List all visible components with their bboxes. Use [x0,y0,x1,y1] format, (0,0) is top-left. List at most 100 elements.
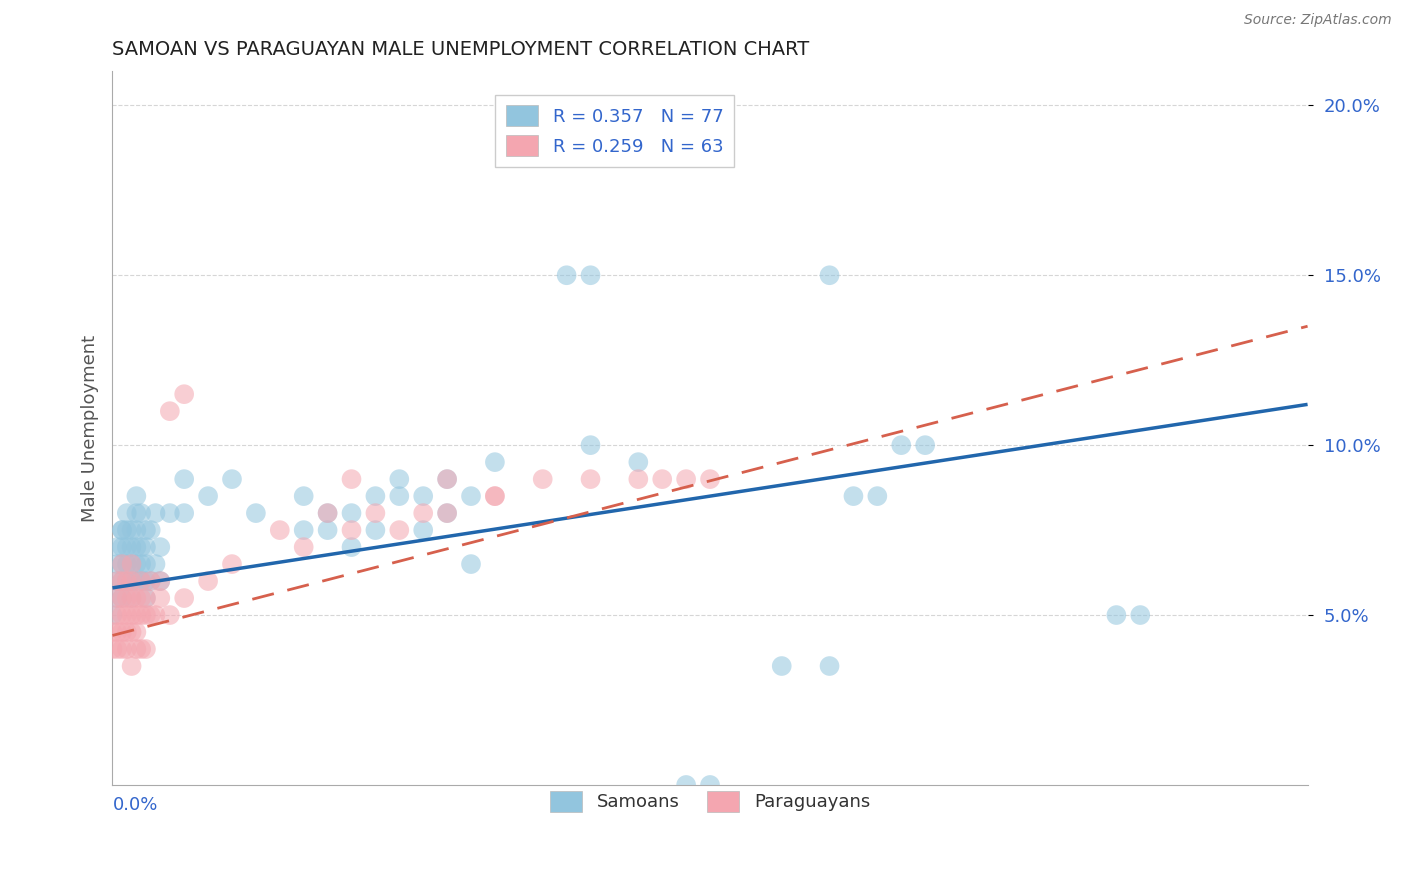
Point [139,574,162,588]
Point [125,540,148,554]
Point [149,591,172,605]
Point [125,489,148,503]
Point [115,574,138,588]
Point [115,574,138,588]
Point [129,608,152,623]
Point [135,523,157,537]
Point [1105,608,1128,623]
Point [579,472,602,486]
Point [159,506,181,520]
Point [221,557,243,571]
Point [173,591,195,605]
Point [770,659,793,673]
Point [145,608,167,623]
Point [316,523,339,537]
Point [388,472,411,486]
Point [340,472,363,486]
Point [145,557,167,571]
Point [111,591,134,605]
Point [111,608,134,623]
Point [121,625,143,640]
Text: 0.0%: 0.0% [112,796,157,814]
Point [111,540,134,554]
Point [340,506,363,520]
Point [866,489,889,503]
Point [135,557,157,571]
Point [675,778,697,792]
Point [125,574,148,588]
Point [129,591,152,605]
Point [699,472,721,486]
Point [555,268,578,283]
Point [135,608,157,623]
Point [101,625,124,640]
Point [121,591,143,605]
Point [699,778,721,792]
Point [139,523,162,537]
Point [651,472,673,486]
Point [115,523,138,537]
Point [316,506,339,520]
Point [101,608,124,623]
Point [245,506,267,520]
Point [1129,608,1152,623]
Point [135,591,157,605]
Point [149,574,172,588]
Point [159,608,181,623]
Point [125,591,148,605]
Point [675,472,697,486]
Point [292,540,315,554]
Point [115,642,138,657]
Point [292,523,315,537]
Point [436,472,458,486]
Point [125,608,148,623]
Point [121,540,143,554]
Point [627,455,650,469]
Point [111,625,134,640]
Point [115,625,138,640]
Point [484,455,506,469]
Point [125,625,148,640]
Point [105,625,128,640]
Point [364,489,387,503]
Point [460,489,482,503]
Point [890,438,912,452]
Point [121,608,143,623]
Point [149,574,172,588]
Point [531,472,554,486]
Point [364,506,387,520]
Point [105,608,128,623]
Point [105,574,128,588]
Text: SAMOAN VS PARAGUAYAN MALE UNEMPLOYMENT CORRELATION CHART: SAMOAN VS PARAGUAYAN MALE UNEMPLOYMENT C… [112,39,810,59]
Point [412,506,434,520]
Point [129,574,152,588]
Point [818,659,841,673]
Point [125,642,148,657]
Point [105,574,128,588]
Point [121,523,143,537]
Point [173,506,195,520]
Point [135,574,157,588]
Point [436,506,458,520]
Point [316,506,339,520]
Point [914,438,936,452]
Point [125,523,148,537]
Point [121,557,143,571]
Point [129,540,152,554]
Point [135,642,157,657]
Point [484,489,506,503]
Point [221,472,243,486]
Point [105,540,128,554]
Point [121,574,143,588]
Point [111,574,134,588]
Point [129,557,152,571]
Point [627,472,650,486]
Point [340,523,363,537]
Point [340,540,363,554]
Point [111,523,134,537]
Text: Source: ZipAtlas.com: Source: ZipAtlas.com [1244,13,1392,28]
Point [436,472,458,486]
Point [436,506,458,520]
Point [197,574,219,588]
Point [135,540,157,554]
